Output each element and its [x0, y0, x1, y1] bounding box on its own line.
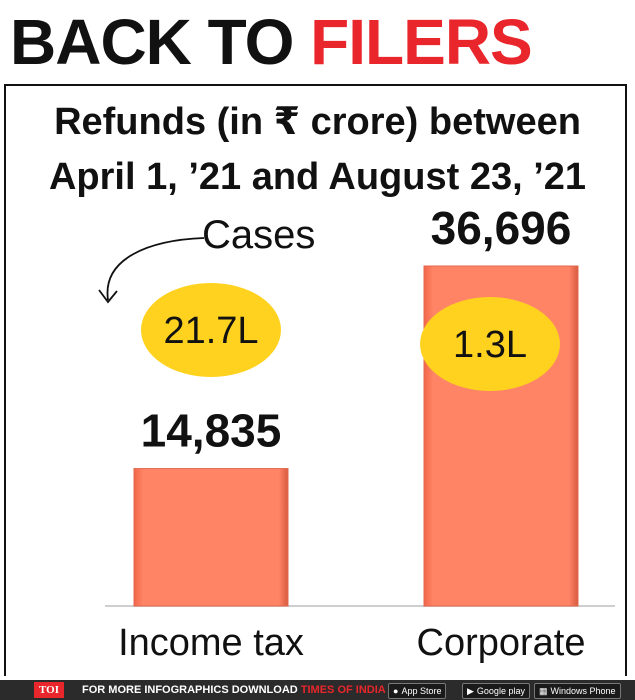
- category-label-0: Income tax: [118, 622, 304, 664]
- windows-icon: ▦: [539, 686, 548, 696]
- cases-bubble-1: [420, 297, 560, 391]
- headline: BACK TO FILERS: [10, 4, 533, 80]
- cases-bubble-0: [141, 283, 281, 377]
- footer-message-app: TIMES OF INDIA APP: [300, 684, 411, 696]
- footer-message-prefix: FOR MORE INFOGRAPHICS DOWNLOAD: [82, 684, 301, 696]
- cases-value-0: 21.7L: [163, 310, 258, 352]
- cases-value-1: 1.3L: [453, 324, 527, 366]
- google-play-badge[interactable]: ▶ Google play: [462, 683, 530, 699]
- chart-title-line2: April 1, ’21 and August 23, ’21: [48, 156, 587, 198]
- category-label-1: Corporate: [417, 622, 586, 664]
- toi-logo: TOI: [34, 682, 64, 698]
- footer-message: FOR MORE INFOGRAPHICS DOWNLOAD TIMES OF …: [82, 680, 411, 700]
- chart-frame: [4, 84, 627, 676]
- windows-phone-badge[interactable]: ▦ Windows Phone: [534, 683, 621, 699]
- value-label-1: 36,696: [431, 202, 572, 254]
- windows-phone-label: Windows Phone: [550, 686, 616, 696]
- app-store-badge[interactable]: ● App Store: [388, 683, 447, 699]
- cases-label: Cases: [202, 213, 315, 257]
- chart-title-line1: Refunds (in ₹ crore) between: [54, 101, 581, 143]
- apple-icon: ●: [393, 686, 399, 696]
- cases-arrow-icon: [98, 289, 118, 304]
- bar-chart: Cases 14,835 Income tax 36,696 Corporate 21.…: [98, 202, 615, 664]
- play-icon: ▶: [467, 686, 474, 696]
- bar-0: [133, 468, 289, 607]
- headline-part2: FILERS: [310, 6, 533, 78]
- headline-part1: BACK TO: [10, 6, 311, 78]
- google-play-label: Google play: [476, 686, 525, 696]
- value-label-0: 14,835: [141, 405, 282, 457]
- footer-bar: TOI FOR MORE INFOGRAPHICS DOWNLOAD TIMES…: [0, 680, 635, 700]
- cases-arrow-curve: [106, 237, 205, 301]
- app-store-label: App Store: [401, 686, 442, 696]
